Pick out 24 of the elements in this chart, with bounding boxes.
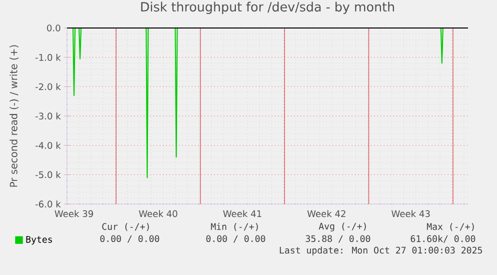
text: Cur (-/+) [102,222,149,232]
y-tick-label: -1.0 k [35,54,61,61]
text: Avg (-/+) [318,222,366,232]
text: 61.60k/ 0.00 [410,235,476,243]
x-tick-label: Week 40 [138,210,178,218]
chart-title: Disk throughput for /dev/sda - by month [141,2,394,14]
y-tick-label: -5.0 k [35,171,61,178]
y-tick-label: -4.0 k [35,142,61,149]
text: Min (-/+) [210,222,258,232]
legend-label: Bytes [26,236,52,245]
y-axis-title: Pr second read (-) / write (+) [10,45,19,187]
x-tick-label: Week 39 [54,210,94,218]
text: Max (-/+) [426,222,474,232]
text: Last update: Mon Oct 27 01:00:03 2025 [280,246,482,256]
y-tick-label: 0.0 [47,24,60,32]
x-tick-label: Week 42 [307,210,346,218]
x-tick-label: Week 43 [392,210,430,218]
y-tick-label: -3.0 k [35,112,61,120]
x-tick-label: Week 41 [223,210,262,218]
text: 0.00 / 0.00 [206,235,266,243]
text: 0.00 / 0.00 [100,235,160,243]
y-tick-label: -2.0 k [35,83,61,90]
y-tick-label: -6.0 k [35,200,61,208]
text: 35.88 / 0.00 [306,235,370,243]
